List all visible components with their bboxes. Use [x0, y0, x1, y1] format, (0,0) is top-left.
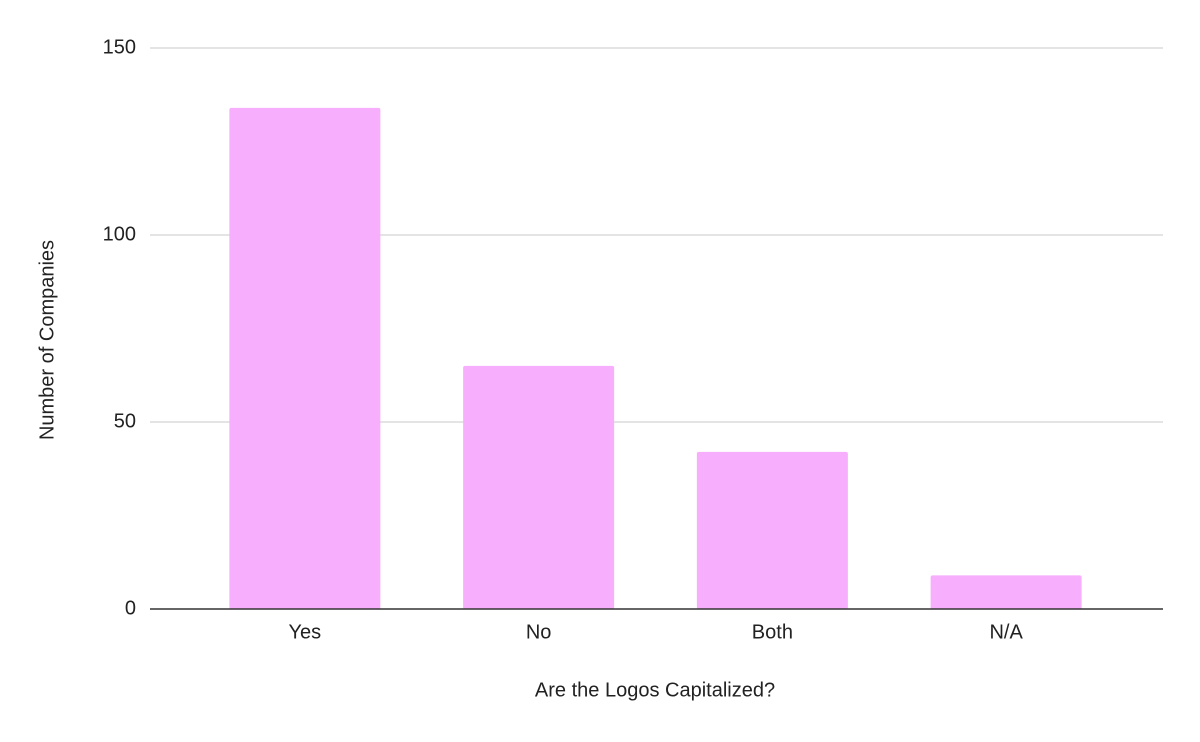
bar [930, 575, 1082, 609]
bar [696, 451, 848, 609]
x-tick-label: No [526, 621, 552, 643]
bar [229, 107, 381, 609]
y-tick-label: 50 [114, 410, 136, 432]
bar [463, 365, 615, 609]
x-tick-label: Yes [289, 621, 322, 643]
y-axis-title: Number of Companies [36, 240, 58, 440]
x-tick-label: Both [752, 621, 793, 643]
x-axis-title: Are the Logos Capitalized? [535, 679, 775, 701]
x-tick-label: N/A [989, 621, 1023, 643]
y-tick-label: 0 [125, 597, 136, 619]
y-tick-label: 150 [103, 36, 136, 58]
y-tick-label: 100 [103, 223, 136, 245]
